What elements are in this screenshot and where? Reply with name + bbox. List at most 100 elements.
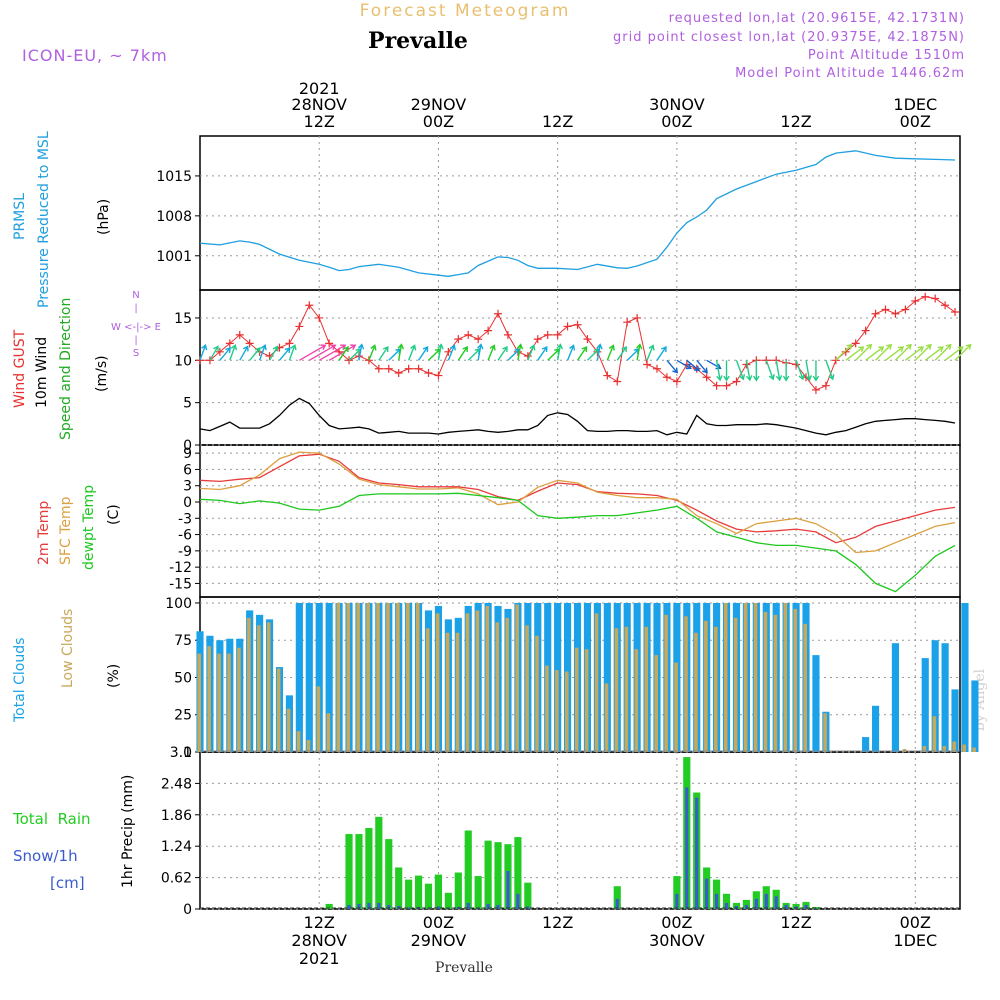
precip-labels: Total Rain Snow/1h [cm] 1hr Precip (mm) <box>12 775 136 892</box>
wind-arrow <box>646 345 654 361</box>
low-cloud-bar <box>704 620 708 752</box>
y-tick-label: 0 <box>183 495 192 511</box>
time-label-date: 28NOV <box>291 931 347 950</box>
wind-arrow-head <box>201 344 208 351</box>
prmsl-unit: (hPa) <box>96 199 112 235</box>
wind-arrow <box>805 360 811 381</box>
wind-arrow <box>825 360 834 380</box>
precip-bars <box>200 757 960 909</box>
wind-arrow <box>457 346 468 361</box>
low-cloud-bar <box>336 602 341 752</box>
gust-point <box>484 326 493 335</box>
rain-bar <box>494 842 502 909</box>
wind-arrow-head <box>502 345 508 353</box>
low-cloud-bar <box>962 744 966 752</box>
y-tick-label: 1.24 <box>161 839 192 855</box>
wind-arrow <box>576 346 588 361</box>
gust-point <box>444 347 453 356</box>
wind-unit: (m/s) <box>94 355 110 392</box>
wind-arrow-head <box>213 345 219 352</box>
wind-arrow-head <box>738 374 746 381</box>
gust-point <box>951 308 960 317</box>
gust-point <box>345 356 354 365</box>
y-tick-label: 1008 <box>156 209 192 225</box>
wind-arrow-head <box>648 344 655 351</box>
svg-text:|: | <box>134 303 137 314</box>
low-cloud-bar <box>465 613 470 752</box>
wind-arrow <box>855 344 872 361</box>
wind-labels: Wind GUST 10m Wind Speed and Direction (… <box>12 290 161 440</box>
wind-arrow <box>894 344 912 361</box>
total-cloud-bar <box>603 602 611 752</box>
wind-arrow-head <box>462 345 468 353</box>
y-tick-label: -15 <box>169 576 192 592</box>
wind-arrow <box>537 346 548 361</box>
wind-arrow-head <box>685 363 692 370</box>
wind-arrow-head <box>866 343 873 350</box>
y-tick-label: 3 <box>183 479 192 495</box>
rain-bar <box>454 872 462 909</box>
wind-arrow <box>268 346 279 361</box>
low-cloud-bar <box>733 617 738 752</box>
wind-arrow-head <box>945 343 952 350</box>
y-tick-label: 3.1 <box>170 745 192 761</box>
y-tick-label: 0 <box>183 438 192 454</box>
sfc-temp-line <box>199 451 956 554</box>
wind-arrow <box>407 345 416 361</box>
wind-arrow-head <box>556 343 563 350</box>
low-cloud-bar <box>922 746 927 752</box>
wind-arrow-head <box>621 345 627 353</box>
wind-arrow <box>586 348 600 361</box>
gust-point <box>702 373 711 382</box>
low-cloud-bar <box>763 611 768 752</box>
time-label-hour: 00Z <box>423 112 454 131</box>
point-altitude: Point Altitude 1510m <box>808 48 965 63</box>
wind-arrow-head <box>636 343 643 350</box>
low-cloud-bar <box>972 747 976 752</box>
wind-arrow <box>308 344 336 361</box>
footer-station: Prevalle <box>435 960 493 976</box>
wind-arrow-head <box>957 346 964 352</box>
gust-point <box>871 309 880 318</box>
wind-arrow-head <box>397 343 405 350</box>
wind-arrow <box>566 345 575 361</box>
svg-text:|: | <box>134 335 137 346</box>
sfc-temp-label: SFC Temp <box>58 496 74 565</box>
wind-arrow-head <box>608 344 615 351</box>
low-cloud-bar <box>823 713 827 752</box>
dewpt-label: dewpt Temp <box>81 485 97 570</box>
wind-arrow-head <box>350 344 357 351</box>
wind-arrow <box>507 348 520 361</box>
total-cloud-bar <box>941 643 949 752</box>
rain-bar <box>484 840 492 909</box>
gust-point <box>325 339 334 348</box>
wind-arrow-head <box>745 375 753 382</box>
gust-point <box>305 301 314 310</box>
total-cloud-bar <box>862 737 870 752</box>
low-cloud-bar <box>425 628 430 752</box>
wind-arrow <box>696 359 708 374</box>
rain-bar <box>395 867 403 909</box>
t2m-label: 2m Temp <box>36 501 52 565</box>
wind-arrow <box>596 344 601 361</box>
low-cloud-bar <box>386 602 390 752</box>
low-cloud-bar <box>654 655 658 752</box>
low-cloud-bar <box>257 625 261 752</box>
low-cloud-bar <box>207 646 211 752</box>
wind-arrow <box>686 359 700 372</box>
wind-arrow-head <box>702 367 708 374</box>
gust-point <box>712 381 721 390</box>
low-cloud-bar <box>932 716 937 752</box>
wind-arrow <box>368 345 376 361</box>
cloud-labels: Total Clouds Low Clouds (%) <box>12 609 122 723</box>
wind-arrow <box>656 346 667 361</box>
rain-bar <box>424 883 433 909</box>
low-cloud-bar <box>952 741 957 752</box>
y-tick-label: 0 <box>183 902 192 918</box>
wind-arrow-head <box>529 344 536 351</box>
wind-arrow-head <box>694 365 701 372</box>
wind-arrow-head <box>798 374 805 381</box>
snow-bar <box>764 893 768 909</box>
time-label-date: 30NOV <box>649 95 705 114</box>
